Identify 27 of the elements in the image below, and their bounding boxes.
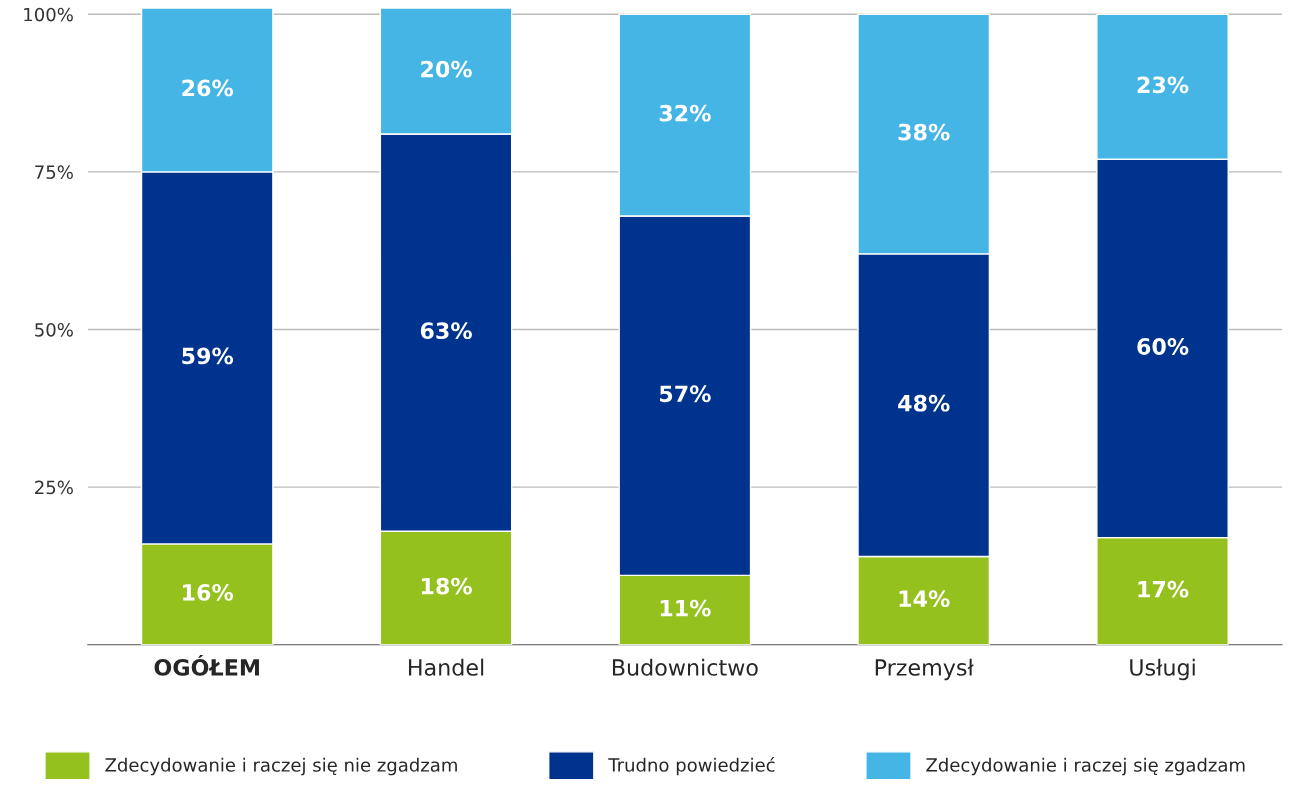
legend-label: Trudno powiedzieć [608, 757, 775, 776]
y-tick-label: 50% [35, 322, 73, 337]
data-label: 14% [899, 590, 950, 608]
x-tick-label: OGÓŁEM [154, 654, 259, 676]
data-label: 11% [660, 599, 711, 617]
x-tick-label: Budownictwo [612, 658, 758, 676]
data-label: 17% [1138, 580, 1189, 598]
legend-label: Zdecydowanie i raczej się zgadzam [926, 757, 1245, 776]
y-tick-label: 75% [35, 165, 73, 180]
x-tick-label: Przemysł [875, 658, 974, 681]
data-label: 63% [420, 322, 472, 340]
x-tick-label: Usługi [1130, 658, 1195, 681]
data-label: 16% [183, 583, 234, 601]
legend-label: Zdecydowanie i raczej się nie zgadzam [105, 757, 457, 776]
data-label: 20% [421, 60, 472, 78]
data-label: 32% [659, 104, 711, 122]
y-tick-label: 25% [35, 480, 73, 495]
data-label: 60% [1137, 338, 1189, 355]
data-label: 23% [1137, 76, 1189, 94]
data-label: 57% [660, 385, 711, 403]
y-tick-label: 100% [24, 7, 73, 22]
data-label: 48% [898, 394, 950, 412]
data-label: 18% [421, 577, 472, 595]
data-label: 59% [182, 347, 234, 365]
data-label: 26% [182, 79, 234, 97]
x-tick-label: Handel [409, 658, 484, 676]
data-label: 38% [898, 123, 950, 141]
